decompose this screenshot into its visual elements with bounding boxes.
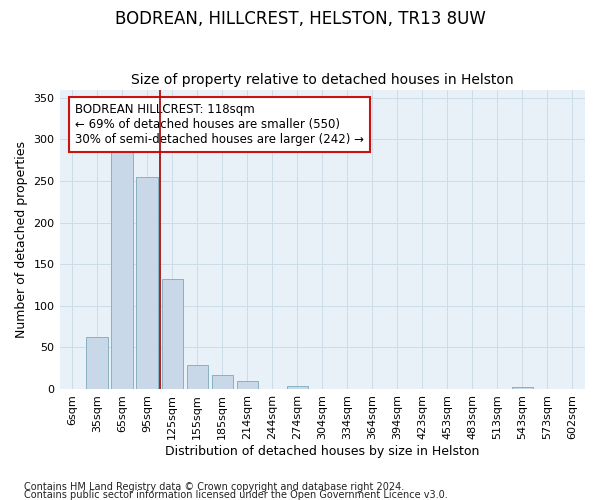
Bar [236,380,258,389]
Bar [187,365,208,389]
X-axis label: Distribution of detached houses by size in Helston: Distribution of detached houses by size … [165,444,479,458]
Text: BODREAN HILLCREST: 118sqm
← 69% of detached houses are smaller (550)
30% of semi: BODREAN HILLCREST: 118sqm ← 69% of detac… [76,103,364,146]
Bar [112,147,133,389]
Bar [212,375,233,389]
Text: BODREAN, HILLCREST, HELSTON, TR13 8UW: BODREAN, HILLCREST, HELSTON, TR13 8UW [115,10,485,28]
Y-axis label: Number of detached properties: Number of detached properties [15,141,28,338]
Title: Size of property relative to detached houses in Helston: Size of property relative to detached ho… [131,73,514,87]
Bar [136,177,158,389]
Bar [161,279,183,389]
Bar [86,338,108,389]
Bar [287,386,308,389]
Text: Contains public sector information licensed under the Open Government Licence v3: Contains public sector information licen… [24,490,448,500]
Text: Contains HM Land Registry data © Crown copyright and database right 2024.: Contains HM Land Registry data © Crown c… [24,482,404,492]
Bar [512,388,533,389]
